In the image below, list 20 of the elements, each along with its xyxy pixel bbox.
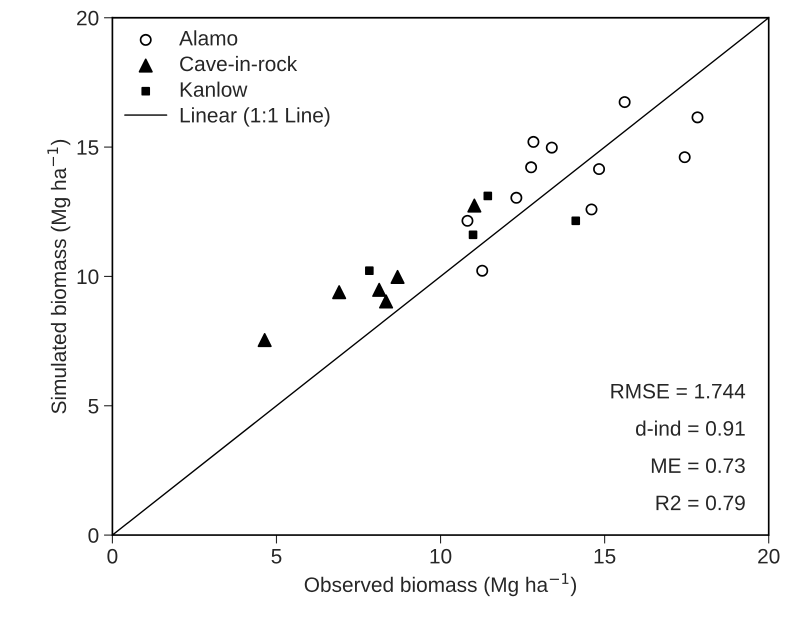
annotation: ME = 0.73 <box>652 458 745 474</box>
legend-label: Cave-in-rock <box>180 56 298 72</box>
x-tick-label: 5 <box>272 549 282 564</box>
y-tick-label: 15 <box>78 140 98 155</box>
x-axis-title: Observed biomass (Mg ha$^{−1}$) <box>304 573 576 596</box>
annotation: d-ind = 0.91 <box>636 420 745 436</box>
y-axis-title: Simulated biomass (Mg ha$^{−1}$) <box>47 140 70 414</box>
annotation: R2 = 0.79 <box>656 496 745 510</box>
y-tick-label: 20 <box>77 10 98 26</box>
legend-label: Alamo <box>179 30 238 46</box>
legend-label: Linear (1:1 Line) <box>180 107 330 127</box>
x-tick-label: 10 <box>430 548 452 564</box>
y-tick-label: 10 <box>78 269 98 284</box>
x-tick-label: 0 <box>107 548 118 564</box>
annotation: RMSE = 1.744 <box>611 384 746 399</box>
y-tick-label: 5 <box>88 398 98 414</box>
x-tick-label: 15 <box>594 549 616 564</box>
y-tick-label: 0 <box>88 528 98 543</box>
x-tick-label: 20 <box>758 548 780 564</box>
legend-label: Kanlow <box>180 82 248 97</box>
